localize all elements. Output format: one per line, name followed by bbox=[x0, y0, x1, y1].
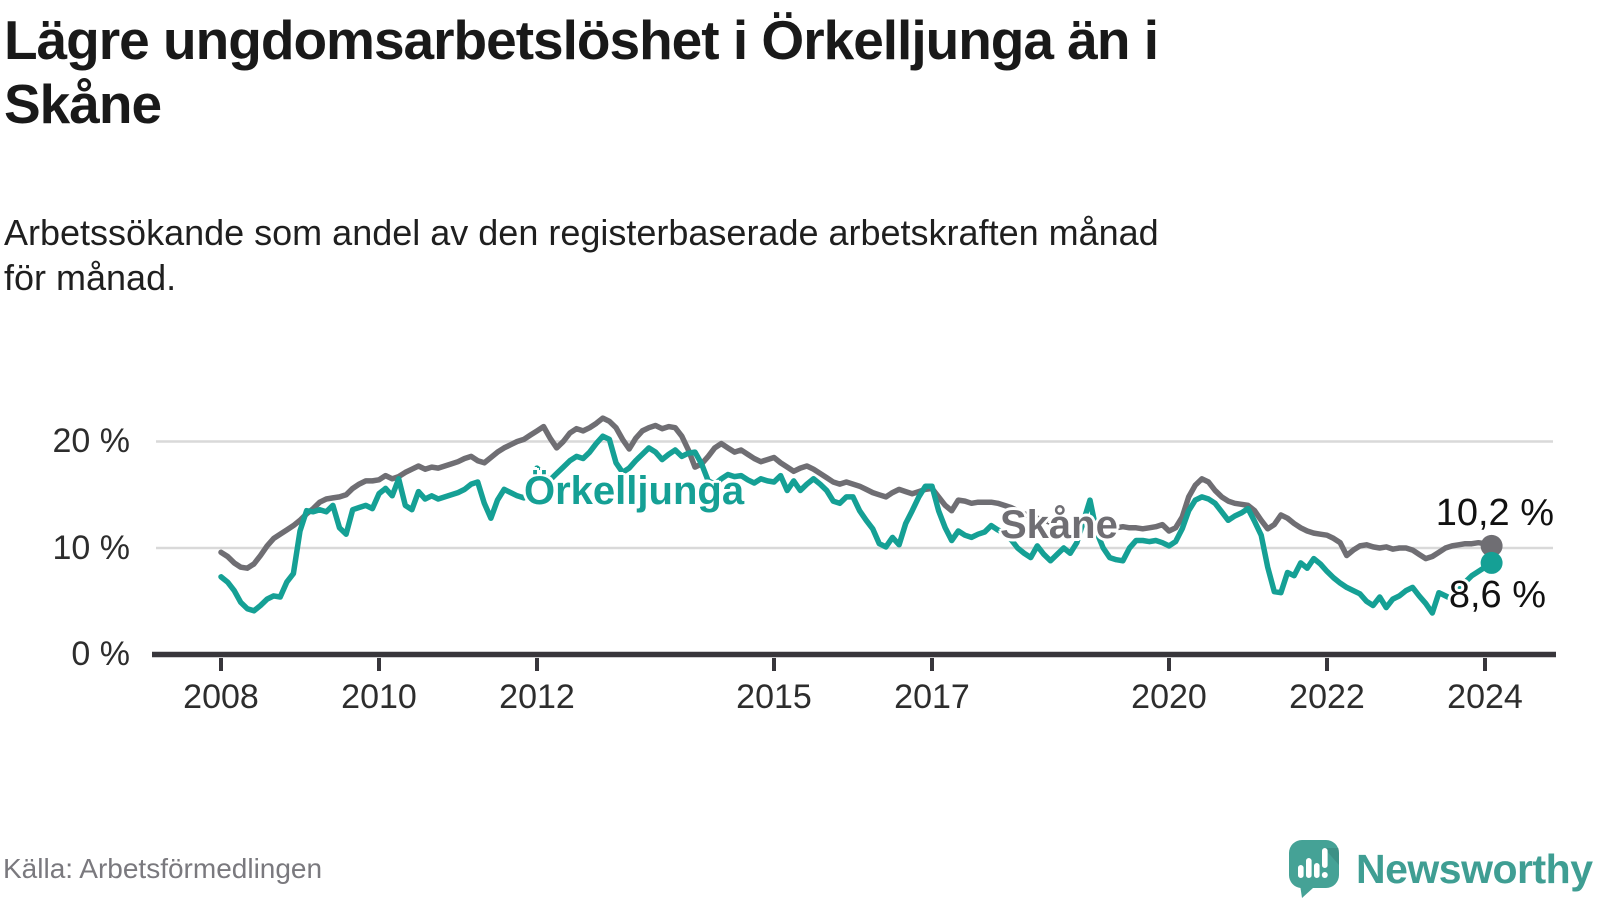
series-end-dot-1 bbox=[1480, 551, 1503, 574]
y-axis-label-0: 0 % bbox=[71, 635, 130, 673]
bar-3 bbox=[1314, 863, 1320, 878]
series-line-1 bbox=[218, 433, 1495, 616]
x-tick-label-2010: 2010 bbox=[341, 678, 417, 716]
page-title: Lägre ungdomsarbetslöshet i Örkelljunga … bbox=[4, 9, 1159, 136]
series-line-0 bbox=[218, 415, 1495, 571]
x-tick-label-2024: 2024 bbox=[1447, 678, 1523, 716]
x-tick-label-2020: 2020 bbox=[1131, 678, 1207, 716]
series-end-dot-0 bbox=[1480, 534, 1503, 557]
y-axis-label-20: 20 % bbox=[52, 422, 131, 460]
exclamation-stem bbox=[1322, 848, 1328, 868]
series-label-skane: Skåne bbox=[1000, 503, 1118, 547]
end-value-label-skane: 10,2 % bbox=[1435, 492, 1554, 534]
end-value-label-orkelljunga: 8,6 % bbox=[1448, 574, 1546, 616]
newsworthy-logo-icon bbox=[1288, 840, 1339, 898]
x-tick-label-2017: 2017 bbox=[894, 678, 970, 716]
brand-name: Newsworthy bbox=[1356, 846, 1593, 892]
series-label-orkelljunga: Örkelljunga bbox=[524, 469, 745, 513]
bar-2 bbox=[1306, 858, 1312, 878]
x-tick-label-2015: 2015 bbox=[736, 678, 812, 716]
exclamation-dot bbox=[1321, 872, 1328, 878]
bubble-shade bbox=[1324, 848, 1339, 865]
x-tick-label-2008: 2008 bbox=[183, 678, 259, 716]
x-tick-label-2022: 2022 bbox=[1289, 678, 1365, 716]
chart-subtitle: Arbetssökande som andel av den registerb… bbox=[4, 212, 1159, 298]
source-text: Källa: Arbetsförmedlingen bbox=[3, 853, 323, 884]
y-axis-label-10: 10 % bbox=[52, 529, 131, 567]
x-tick-label-2012: 2012 bbox=[499, 678, 575, 716]
bar-1 bbox=[1298, 865, 1304, 878]
